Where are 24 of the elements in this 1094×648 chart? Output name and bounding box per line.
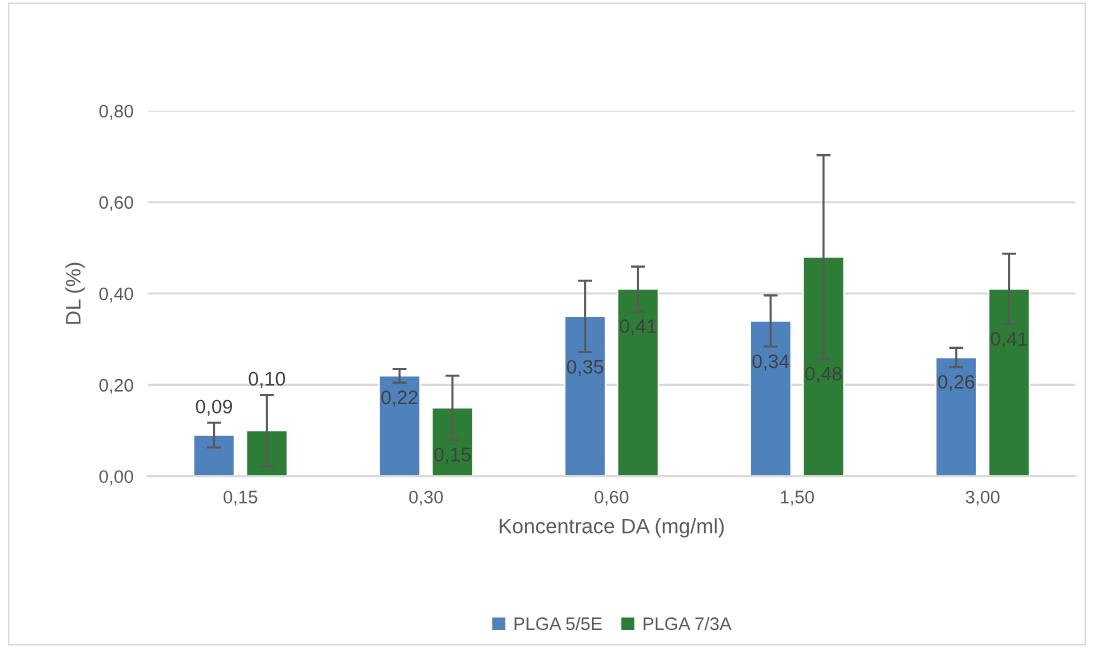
data-label: 0,41	[990, 332, 1028, 349]
y-tick-label: 0,60	[99, 196, 134, 212]
data-label: 0,09	[195, 399, 233, 416]
x-axis-title: Koncentrace DA (mg/ml)	[499, 518, 724, 538]
x-tick-label: 0,30	[409, 490, 443, 506]
x-tick-label: 0,60	[594, 490, 629, 506]
data-label: 0,35	[566, 359, 604, 376]
data-label: 0,26	[938, 374, 975, 392]
data-label: 0,15	[434, 447, 471, 464]
data-label: 0,10	[248, 371, 286, 388]
y-tick-label: 0,80	[99, 104, 134, 120]
x-tick-label: 0,15	[223, 490, 258, 506]
legend-label: PLGA 5/5E	[514, 616, 602, 631]
y-tick-label: 0,00	[99, 470, 134, 486]
data-label: 0,22	[381, 390, 418, 407]
x-tick-label: 3,00	[965, 490, 1000, 506]
legend-label: PLGA 7/3A	[643, 616, 732, 631]
y-tick-label: 0,40	[99, 287, 134, 303]
y-axis-title: DL (%)	[65, 262, 85, 324]
y-tick-label: 0,20	[99, 378, 134, 394]
data-label: 0,48	[805, 366, 842, 383]
x-tick-label: 1,50	[780, 490, 814, 506]
data-label: 0,34	[752, 354, 789, 371]
data-label: 0,41	[619, 319, 656, 336]
